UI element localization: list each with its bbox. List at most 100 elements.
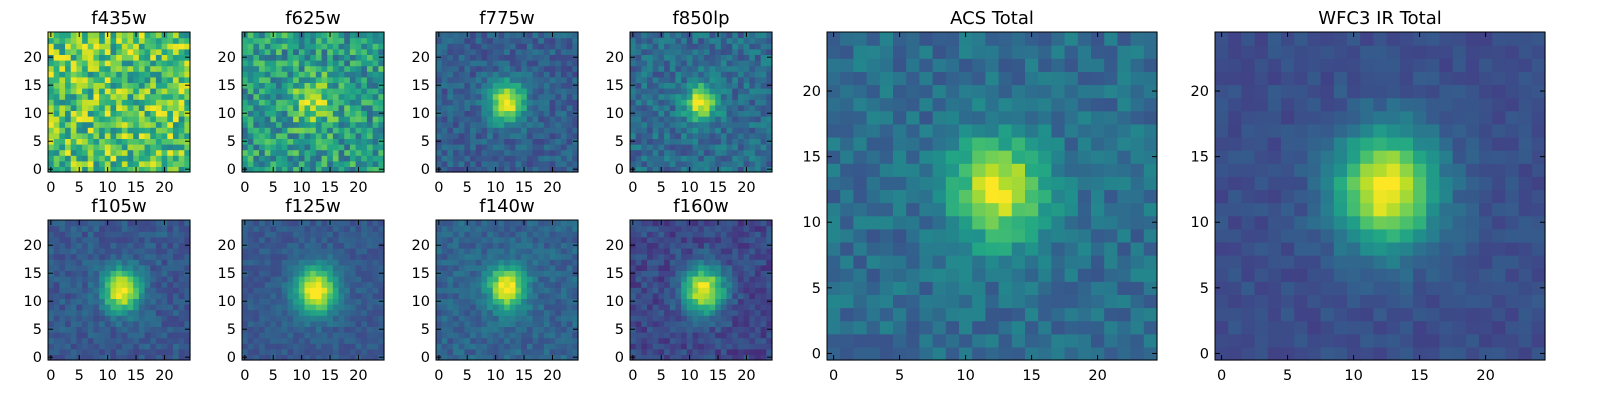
heatmap-cell: [276, 37, 283, 44]
heatmap-cell: [287, 54, 294, 61]
heatmap-cell: [48, 104, 55, 111]
heatmap-cell: [298, 104, 306, 111]
heatmap-cell: [560, 231, 568, 238]
heatmap-cell: [332, 236, 340, 243]
heatmap-cell: [504, 270, 511, 277]
heatmap-cell: [470, 320, 477, 327]
heatmap-cell: [572, 348, 579, 355]
heatmap-cell: [509, 231, 517, 238]
heatmap-cell: [315, 65, 323, 72]
heatmap-cell: [104, 225, 112, 232]
heatmap-cell: [53, 37, 60, 44]
heatmap-cell: [281, 32, 289, 39]
heatmap-cell: [515, 110, 522, 117]
heatmap-cell: [543, 354, 551, 361]
heatmap-cell: [681, 320, 688, 327]
heatmap-cell: [155, 292, 163, 299]
heatmap-cell: [470, 166, 477, 173]
heatmap-cell: [93, 287, 100, 294]
heatmap-cell: [133, 65, 140, 72]
heatmap-cell: [372, 160, 379, 167]
heatmap-cell: [555, 99, 562, 106]
heatmap-cell: [327, 332, 334, 339]
heatmap-cell: [698, 304, 705, 311]
heatmap-cell: [681, 76, 688, 83]
heatmap-cell: [532, 155, 539, 162]
y-tick-label: 20: [24, 50, 42, 66]
heatmap-cell: [276, 71, 283, 78]
heatmap-cell: [543, 149, 551, 156]
heatmap-cell: [355, 43, 362, 50]
heatmap-cell: [121, 276, 129, 283]
heatmap-cell: [543, 298, 551, 305]
heatmap-cell: [287, 315, 294, 322]
heatmap-cell: [332, 276, 340, 283]
heatmap-cell: [48, 88, 55, 95]
heatmap-cell: [560, 348, 568, 355]
heatmap-cell: [703, 281, 711, 288]
heatmap-cell: [65, 298, 72, 305]
heatmap-cell: [521, 332, 528, 339]
heatmap-cell: [178, 65, 185, 72]
heatmap-cell: [298, 225, 306, 232]
heatmap-cell: [65, 348, 72, 355]
x-tick-label: 15: [321, 368, 339, 384]
heatmap-cell: [281, 160, 289, 167]
heatmap-cell: [521, 60, 528, 67]
heatmap-cell: [338, 144, 345, 151]
heatmap-cell: [641, 332, 648, 339]
heatmap-cell: [441, 82, 448, 89]
heatmap-cell: [138, 287, 146, 294]
heatmap-cell: [749, 343, 756, 350]
heatmap-cell: [59, 276, 66, 283]
heatmap-cell: [675, 354, 682, 361]
heatmap-cell: [172, 236, 180, 243]
heatmap-cell: [641, 166, 648, 173]
heatmap-cell: [65, 37, 72, 44]
heatmap-cell: [253, 76, 260, 83]
heatmap-cell: [630, 287, 637, 294]
heatmap-cell: [321, 242, 328, 249]
heatmap-cell: [242, 121, 249, 128]
heatmap-cell: [726, 60, 733, 67]
heatmap-cell: [760, 43, 767, 50]
heatmap-cell: [543, 343, 551, 350]
heatmap-cell: [487, 65, 494, 72]
heatmap-cell: [515, 71, 522, 78]
heatmap-cell: [669, 54, 677, 61]
heatmap-cell: [161, 287, 168, 294]
heatmap-cell: [475, 99, 483, 106]
heatmap-cell: [487, 326, 494, 333]
heatmap-cell: [127, 155, 134, 162]
y-tick-label: 0: [615, 162, 624, 178]
heatmap-cell: [338, 337, 345, 344]
heatmap-cell: [59, 99, 66, 106]
heatmap-cell: [749, 144, 756, 151]
heatmap-cell: [361, 326, 368, 333]
heatmap-cell: [647, 76, 654, 83]
heatmap-cell: [87, 116, 95, 123]
heatmap-cell: [675, 37, 682, 44]
heatmap-cell: [681, 54, 688, 61]
heatmap-cell: [344, 54, 351, 61]
heatmap-cell: [526, 104, 534, 111]
heatmap-cell: [315, 225, 323, 232]
heatmap-cell: [127, 88, 134, 95]
heatmap-cell: [281, 54, 289, 61]
heatmap-cell: [82, 43, 89, 50]
heatmap-cell: [133, 132, 140, 139]
heatmap-cell: [155, 82, 163, 89]
heatmap-cell: [264, 264, 271, 271]
heatmap-cell: [321, 326, 328, 333]
heatmap-cell: [361, 242, 368, 249]
heatmap-cell: [492, 160, 500, 167]
heatmap-cell: [681, 309, 688, 316]
heatmap-cell: [726, 287, 733, 294]
heatmap-cell: [321, 220, 328, 227]
heatmap-cell: [686, 332, 694, 339]
heatmap-cell: [310, 149, 317, 156]
heatmap-cell: [355, 144, 362, 151]
heatmap-cell: [436, 292, 443, 299]
heatmap-cell: [161, 132, 168, 139]
heatmap-cell: [355, 309, 362, 316]
